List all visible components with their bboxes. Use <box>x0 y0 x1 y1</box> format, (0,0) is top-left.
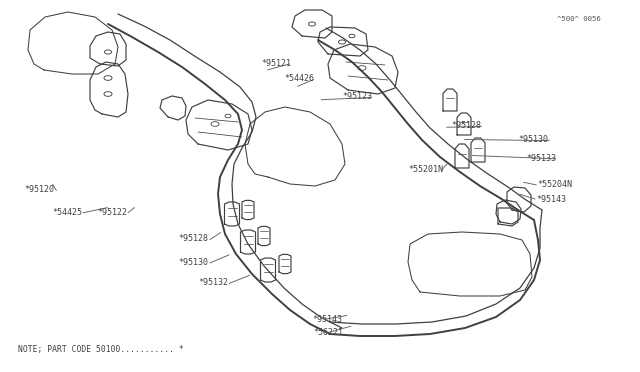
Text: *95120: *95120 <box>24 185 54 194</box>
Text: *95123: *95123 <box>342 92 372 101</box>
Text: ^500^ 0056: ^500^ 0056 <box>557 16 600 22</box>
Text: *95122: *95122 <box>97 208 127 217</box>
Text: *56221: *56221 <box>314 328 344 337</box>
Text: *54425: *54425 <box>52 208 83 217</box>
Text: *95143: *95143 <box>312 315 342 324</box>
Text: *95128: *95128 <box>452 121 482 130</box>
Text: *95132: *95132 <box>198 278 228 287</box>
Text: *95128: *95128 <box>178 234 208 243</box>
Text: *95130: *95130 <box>518 135 548 144</box>
Text: NOTE; PART CODE 50100........... *: NOTE; PART CODE 50100........... * <box>18 345 184 354</box>
Text: *95133: *95133 <box>526 154 556 163</box>
Text: *54426: *54426 <box>285 74 315 83</box>
Text: *55201N: *55201N <box>408 165 444 174</box>
Text: *95121: *95121 <box>261 59 291 68</box>
Text: *55204N: *55204N <box>538 180 573 189</box>
Text: *95130: *95130 <box>178 258 208 267</box>
Text: *95143: *95143 <box>536 195 566 203</box>
